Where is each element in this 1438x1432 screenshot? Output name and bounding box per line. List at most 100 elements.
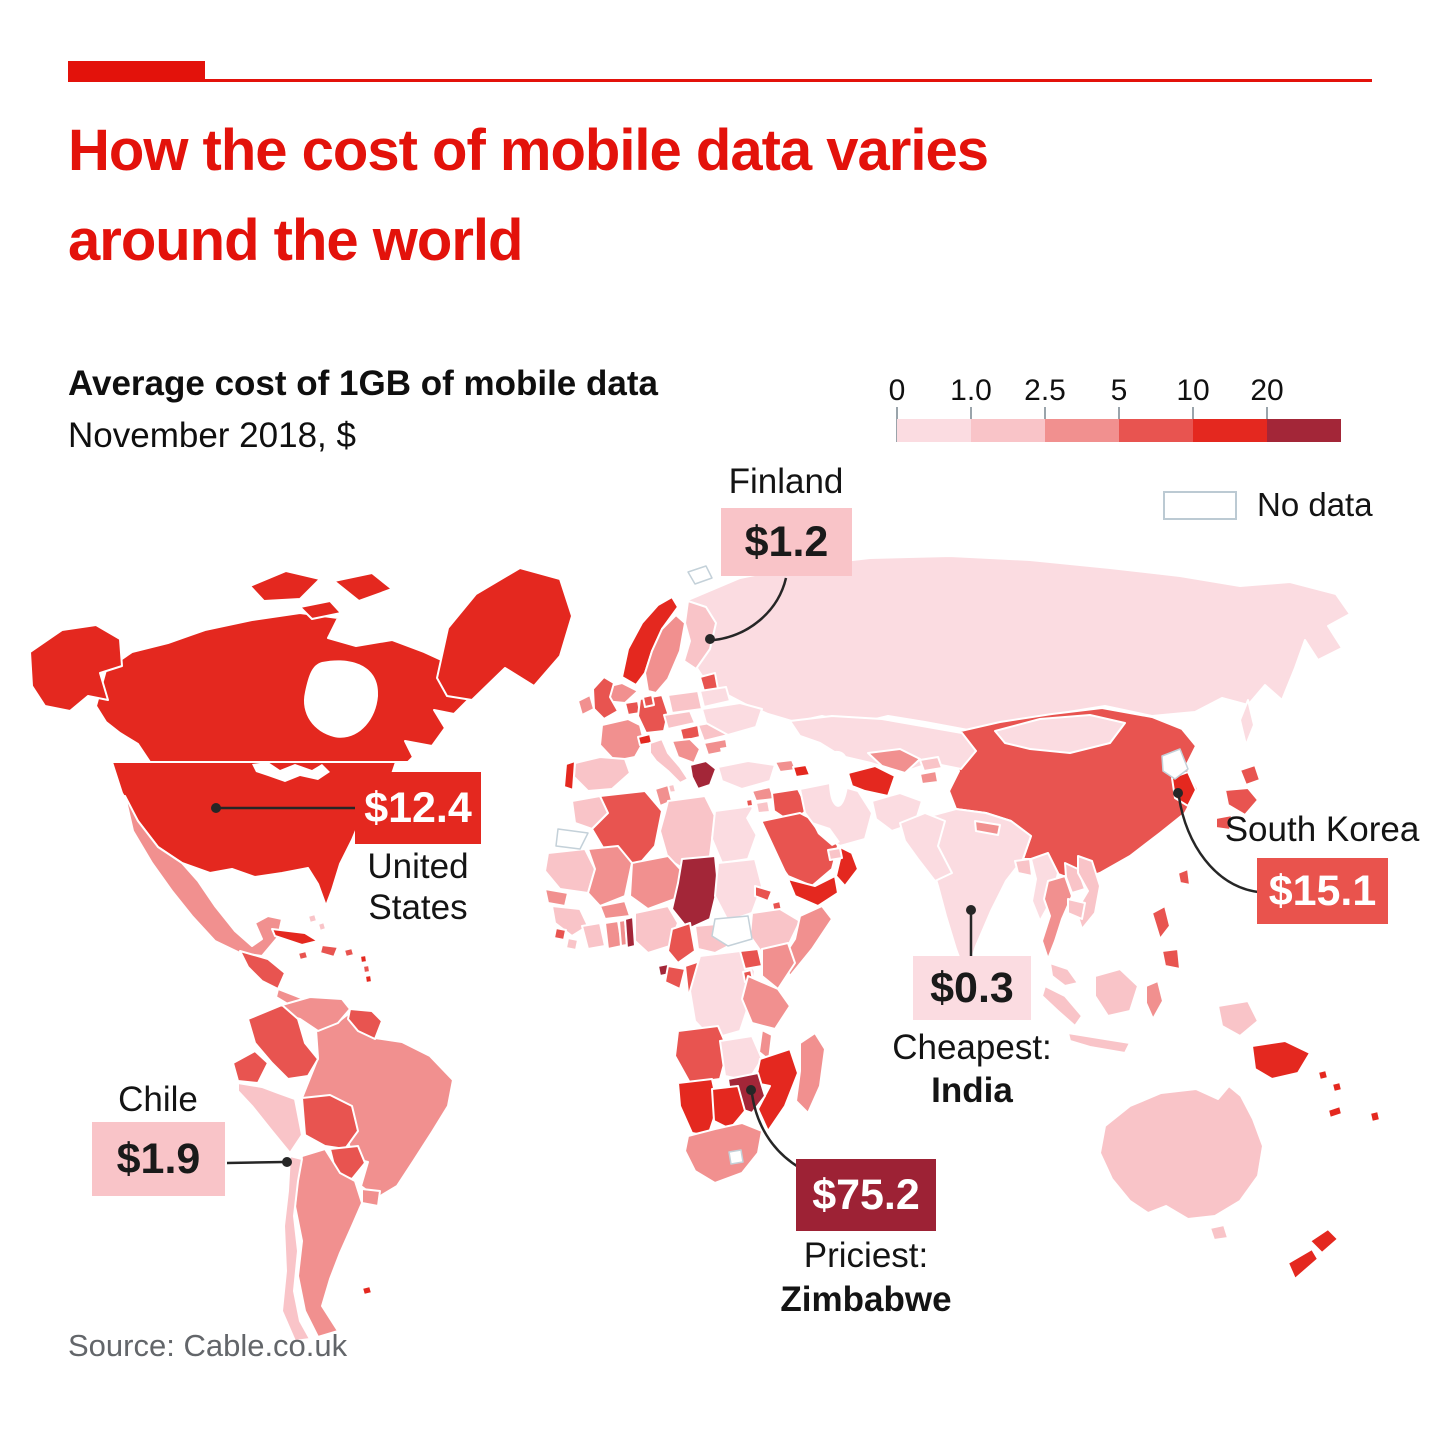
region-cuba <box>271 928 319 946</box>
legend-tick-3: 5 <box>1110 374 1128 407</box>
region-norway <box>621 596 679 686</box>
connector-chile <box>226 1160 285 1165</box>
region-turkmenistan <box>847 765 896 797</box>
region-nepal <box>974 820 1001 836</box>
region-russia <box>687 555 1351 731</box>
region-western-sahara <box>555 828 589 850</box>
region-new-caledonia <box>1327 1105 1343 1119</box>
region-ivory-coast <box>581 922 606 950</box>
region-sakhalin <box>1239 699 1255 746</box>
region-kyrgyzstan <box>919 756 943 772</box>
region-south-sudan <box>711 915 753 947</box>
legend-swatch-3 <box>1045 419 1119 442</box>
region-sulawesi <box>1145 980 1164 1020</box>
region-great-lakes <box>252 762 330 782</box>
region-cameroon <box>667 922 696 964</box>
region-colombia <box>247 1004 319 1080</box>
region-uae <box>827 847 843 861</box>
no-data-label: No data <box>1257 486 1373 523</box>
zimbabwe-label-country: Zimbabwe <box>780 1280 952 1319</box>
region-botswana <box>711 1085 746 1130</box>
callout-value-india: $0.3 <box>913 956 1031 1020</box>
region-puerto-rico <box>343 947 355 958</box>
region-hudson-bay <box>303 660 379 738</box>
region-black-sea <box>720 742 770 762</box>
region-madagascar <box>795 1032 826 1114</box>
source-note: Source: Cable.co.uk <box>68 1328 348 1363</box>
no-data-swatch <box>1163 491 1237 520</box>
region-burkina-faso <box>599 900 631 920</box>
region-falklands <box>361 1285 373 1296</box>
region-java <box>1067 1032 1131 1054</box>
region-pakistan <box>899 812 953 882</box>
region-cambodia <box>1067 898 1086 920</box>
region-mauritania <box>544 848 596 894</box>
region-zambia <box>719 1035 763 1082</box>
region-arctic-3 <box>299 600 342 620</box>
region-south-africa <box>684 1122 763 1184</box>
region-hungary <box>679 724 701 742</box>
legend-tick-4: 10 <box>1176 374 1210 407</box>
region-angola <box>674 1025 729 1084</box>
region-arctic-1 <box>249 570 321 602</box>
region-liberia <box>565 937 579 951</box>
region-mali <box>587 845 633 907</box>
callout-value-chile: $1.9 <box>92 1122 225 1196</box>
callout-value-south-korea: $15.1 <box>1257 858 1388 924</box>
region-jordan <box>755 800 771 814</box>
region-antilles-1 <box>359 954 368 964</box>
region-papua-new-guinea <box>1251 1040 1311 1080</box>
region-greenland <box>436 567 573 701</box>
zimbabwe-label-prefix: Priciest: <box>803 1236 929 1275</box>
region-philippines-mindanao <box>1161 948 1181 970</box>
region-ireland <box>577 694 595 716</box>
chart-subtitle: Average cost of 1GB of mobile data <box>68 364 658 403</box>
connector-dot-india <box>966 905 976 915</box>
callout-label-zimbabwe: Priciest: Zimbabwe <box>776 1234 956 1322</box>
region-chad <box>671 855 719 930</box>
region-balkans <box>671 738 701 764</box>
legend-swatch-2 <box>971 419 1045 442</box>
connector-dot-zimbabwe <box>746 1085 756 1095</box>
region-sierra-leone <box>553 927 567 941</box>
region-fiji <box>1369 1110 1381 1123</box>
legend-tick-5: 20 <box>1250 374 1284 407</box>
region-greece <box>689 760 717 790</box>
region-namibia <box>677 1078 719 1137</box>
connector-zimbabwe <box>750 1093 801 1170</box>
region-chile <box>281 1155 311 1342</box>
callout-value-united-states: $12.4 <box>355 772 481 844</box>
callout-label-finland: Finland <box>728 462 844 501</box>
region-antilles-2 <box>362 964 371 974</box>
callout-value-zimbabwe: $75.2 <box>796 1159 936 1231</box>
region-ecuador <box>232 1050 269 1084</box>
region-uganda <box>739 948 763 970</box>
region-mongolia <box>994 714 1126 754</box>
region-sumatra <box>1041 985 1083 1027</box>
legend-swatch-4 <box>1119 419 1193 442</box>
region-philippines-luzon <box>1151 905 1171 940</box>
region-central-america-n <box>239 950 286 990</box>
region-taiwan <box>1177 868 1191 886</box>
region-czech-austria <box>663 710 696 730</box>
region-sweden <box>644 614 686 694</box>
region-guinea <box>551 905 589 937</box>
callout-label-chile: Chile <box>118 1080 198 1119</box>
region-thailand <box>1041 875 1073 960</box>
region-caspian-sea <box>828 750 850 807</box>
legend-swatch-6 <box>1267 419 1341 442</box>
us-label-line2: States <box>368 888 468 927</box>
connector-dot-finland <box>705 634 715 644</box>
region-georgia <box>774 759 797 773</box>
india-label-prefix: Cheapest: <box>892 1028 1052 1067</box>
region-mexico <box>124 795 283 957</box>
region-bahamas-2 <box>317 921 327 932</box>
region-poland <box>667 690 703 714</box>
region-persian-gulf <box>812 822 840 846</box>
region-australia <box>1099 1085 1264 1220</box>
region-somalia <box>781 905 833 977</box>
region-spain <box>573 756 631 792</box>
callout-label-united-states: United States <box>348 846 488 928</box>
region-yemen <box>787 875 839 907</box>
region-tanzania <box>741 975 791 1030</box>
